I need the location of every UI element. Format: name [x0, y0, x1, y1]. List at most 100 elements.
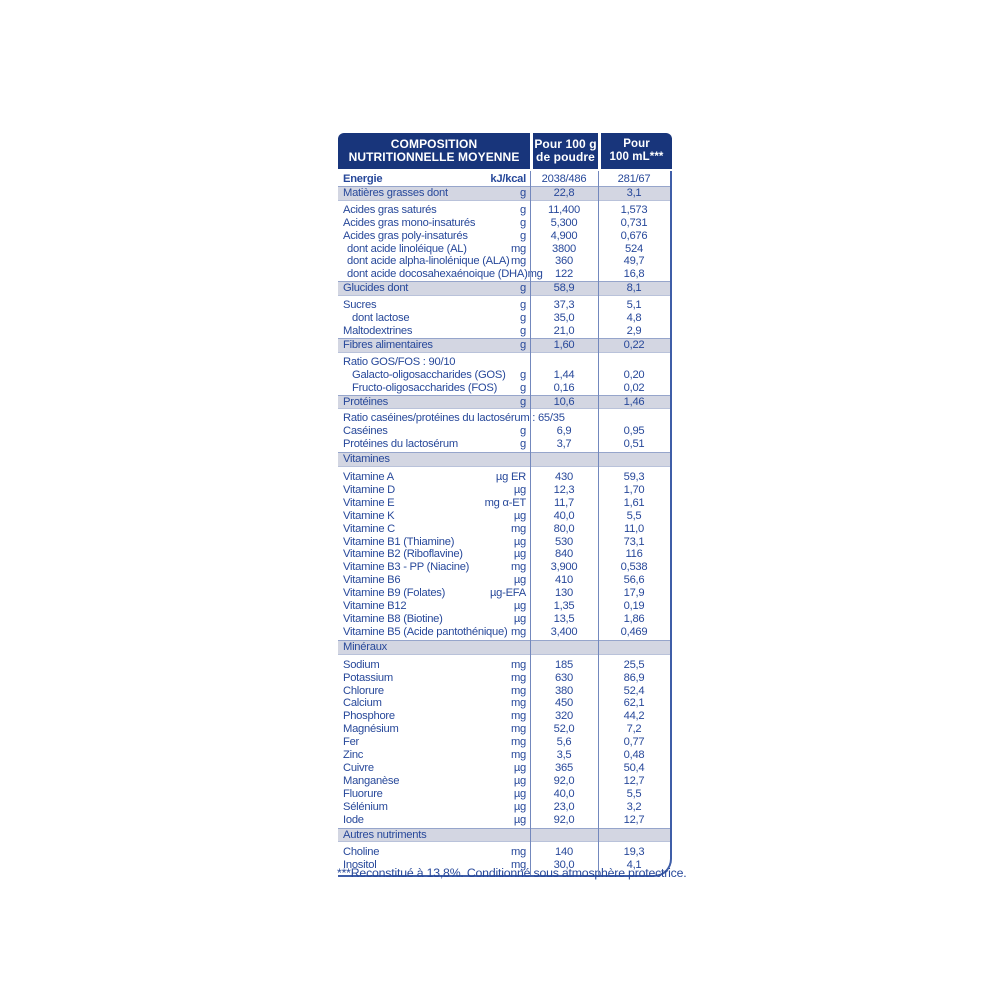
row-label: Vitamine C	[343, 522, 396, 535]
table-row: Zinc mg 3,5 0,48	[338, 749, 670, 762]
row-label-cell: Vitamine B8 (Biotine) µg	[338, 613, 530, 626]
row-label: Manganèse	[343, 774, 400, 787]
row-label-cell: Vitamine K µg	[338, 510, 530, 523]
row-unit: µg	[513, 787, 526, 800]
row-label: Caséines	[343, 425, 388, 438]
table-row: Vitamine B3 - PP (Niacine) mg 3,900 0,53…	[338, 561, 670, 574]
row-label-cell: Choline mg	[338, 846, 530, 859]
row-label-cell: Calcium mg	[338, 697, 530, 710]
row-label-cell: Acides gras mono-insaturés g	[338, 217, 530, 230]
row-value-per-100ml: 1,573	[620, 203, 648, 216]
row-unit: g	[520, 282, 526, 295]
row-value-per-100g: 410	[555, 574, 573, 587]
row-value-per-100ml: 0,77	[623, 736, 645, 749]
row-label: Phosphore	[343, 710, 395, 723]
row-label-cell: Maltodextrines g	[338, 325, 530, 338]
table-row: Protéines du lactosérum g 3,7 0,51	[338, 438, 670, 451]
row-value-per-100g: 840	[555, 548, 573, 561]
row-value-per-100ml: 7,2	[626, 723, 642, 736]
table-row: Fer mg 5,6 0,77	[338, 736, 670, 749]
row-label-cell: Magnésium mg	[338, 723, 530, 736]
table-row: Potassium mg 630 86,9	[338, 672, 670, 685]
row-value-per-100ml: 49,7	[623, 255, 645, 268]
row-unit: g	[520, 395, 526, 408]
row-value-per-100ml: 5,5	[626, 787, 642, 800]
row-label: Fluorure	[343, 787, 383, 800]
row-value-per-100ml: 2,9	[626, 324, 642, 337]
table-row: Vitamine B6 µg 410 56,6	[338, 574, 670, 587]
row-unit: µg	[513, 600, 526, 613]
table-row: dont lactose g 35,0 4,8	[338, 312, 670, 325]
row-value-per-100g: 4,900	[550, 229, 578, 242]
row-unit: mg	[510, 522, 526, 535]
row-value-per-100g: 3800	[552, 242, 576, 255]
row-label: Fructo-oligosaccharides (FOS)	[352, 381, 498, 394]
row-label-cell: Protéines du lactosérum g	[338, 438, 530, 451]
row-unit: µg-EFA	[489, 587, 526, 600]
row-label-cell: Sodium mg	[338, 659, 530, 672]
table-row: Fibres alimentaires g 1,60 0,22	[338, 337, 670, 353]
table-row: Ratio GOS/FOS : 90/10	[338, 356, 670, 369]
footnote: ***Reconstitué à 13,8%. Conditionné sous…	[337, 866, 687, 880]
row-unit: mg	[510, 561, 526, 574]
row-value-per-100g: 21,0	[553, 324, 575, 337]
row-label-cell: dont lactose g	[338, 312, 530, 325]
row-unit: mg α-ET	[484, 496, 527, 509]
row-label: Ratio GOS/FOS : 90/10	[343, 355, 456, 368]
row-label: Acides gras poly-insaturés	[343, 229, 468, 242]
row-value-per-100g: 80,0	[553, 522, 575, 535]
row-unit: µg	[513, 813, 526, 826]
row-label: Vitamine B8 (Biotine)	[343, 613, 443, 625]
row-label: Vitamine B1 (Thiamine)	[343, 535, 455, 548]
row-label-cell: Vitamine B3 - PP (Niacine) mg	[338, 561, 530, 574]
row-label: Protéines	[343, 395, 389, 408]
row-value-per-100g: 380	[555, 684, 573, 697]
table-row: Magnésium mg 52,0 7,2	[338, 723, 670, 736]
table-row: Sélénium µg 23,0 3,2	[338, 801, 670, 814]
row-value-per-100g: 23,0	[553, 800, 575, 813]
row-label: Vitamines	[343, 453, 390, 466]
row-label: Chlorure	[343, 684, 384, 697]
row-unit: kJ/kcal	[490, 173, 526, 185]
row-unit: µg	[513, 761, 526, 774]
row-label-cell: Minéraux	[338, 641, 670, 654]
row-value-per-100ml: 1,46	[623, 395, 645, 408]
row-unit: mg	[510, 723, 526, 736]
row-label-cell: Autres nutriments	[338, 829, 670, 842]
row-value-per-100g: 92,0	[553, 774, 575, 787]
row-label-cell: Fibres alimentaires g	[338, 339, 530, 352]
row-value-per-100g: 35,0	[553, 312, 575, 325]
row-label-cell: Vitamine D µg	[338, 484, 530, 497]
row-value-per-100g: 320	[555, 710, 573, 723]
row-unit: mg	[510, 658, 526, 671]
row-value-per-100g: 6,9	[556, 425, 572, 438]
row-value-per-100ml: 0,95	[623, 425, 645, 438]
row-value-per-100g: 30,0	[553, 859, 575, 872]
row-value-per-100ml: 59,3	[623, 471, 645, 484]
table-title-line2: NUTRITIONNELLE MOYENNE	[348, 150, 520, 164]
row-value-per-100g: 2038/486	[541, 173, 587, 185]
row-unit: µg	[513, 800, 526, 813]
row-value-per-100ml: 0,02	[623, 381, 645, 394]
row-unit: µg	[513, 613, 526, 625]
header-title-cell: COMPOSITION NUTRITIONNELLE MOYENNE	[338, 133, 530, 169]
table-row: Iode µg 92,0 12,7	[338, 814, 670, 827]
row-label-cell: Zinc mg	[338, 749, 530, 762]
row-value-per-100ml: 0,538	[620, 561, 648, 574]
table-header-row: COMPOSITION NUTRITIONNELLE MOYENNE Pour …	[338, 133, 672, 169]
row-label: dont acide linoléique (AL)	[347, 242, 467, 255]
row-unit: mg	[510, 684, 526, 697]
row-value-per-100ml: 0,731	[620, 216, 648, 229]
row-value-per-100ml: 0,19	[623, 600, 645, 613]
row-label: Zinc	[343, 749, 364, 762]
row-value-per-100g: 92,0	[553, 813, 575, 826]
row-label: Vitamine B12	[343, 600, 407, 613]
row-label: Ratio caséines/protéines du lactosérum :…	[343, 412, 565, 425]
row-label: Vitamine E	[343, 496, 395, 509]
row-label-cell: Iode µg	[338, 814, 530, 827]
row-label: Fibres alimentaires	[343, 338, 433, 351]
table-row: Vitamine B5 (Acide pantothénique) mg 3,4…	[338, 626, 670, 639]
row-value-per-100g: 3,7	[556, 438, 572, 451]
row-label: Vitamine B6	[343, 574, 401, 587]
row-unit: mg	[510, 749, 526, 762]
